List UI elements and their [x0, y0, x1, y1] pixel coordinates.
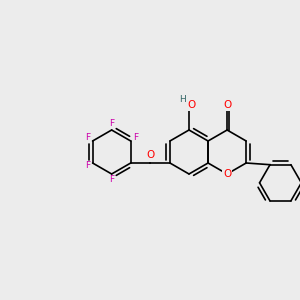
Text: F: F: [85, 161, 90, 170]
Text: O: O: [223, 100, 231, 110]
Text: F: F: [85, 134, 90, 142]
Text: O: O: [187, 100, 195, 110]
Text: H: H: [178, 95, 185, 104]
Text: F: F: [109, 119, 114, 128]
Text: O: O: [146, 150, 154, 160]
Text: F: F: [109, 176, 114, 184]
Text: O: O: [223, 169, 231, 179]
Text: F: F: [133, 134, 139, 142]
